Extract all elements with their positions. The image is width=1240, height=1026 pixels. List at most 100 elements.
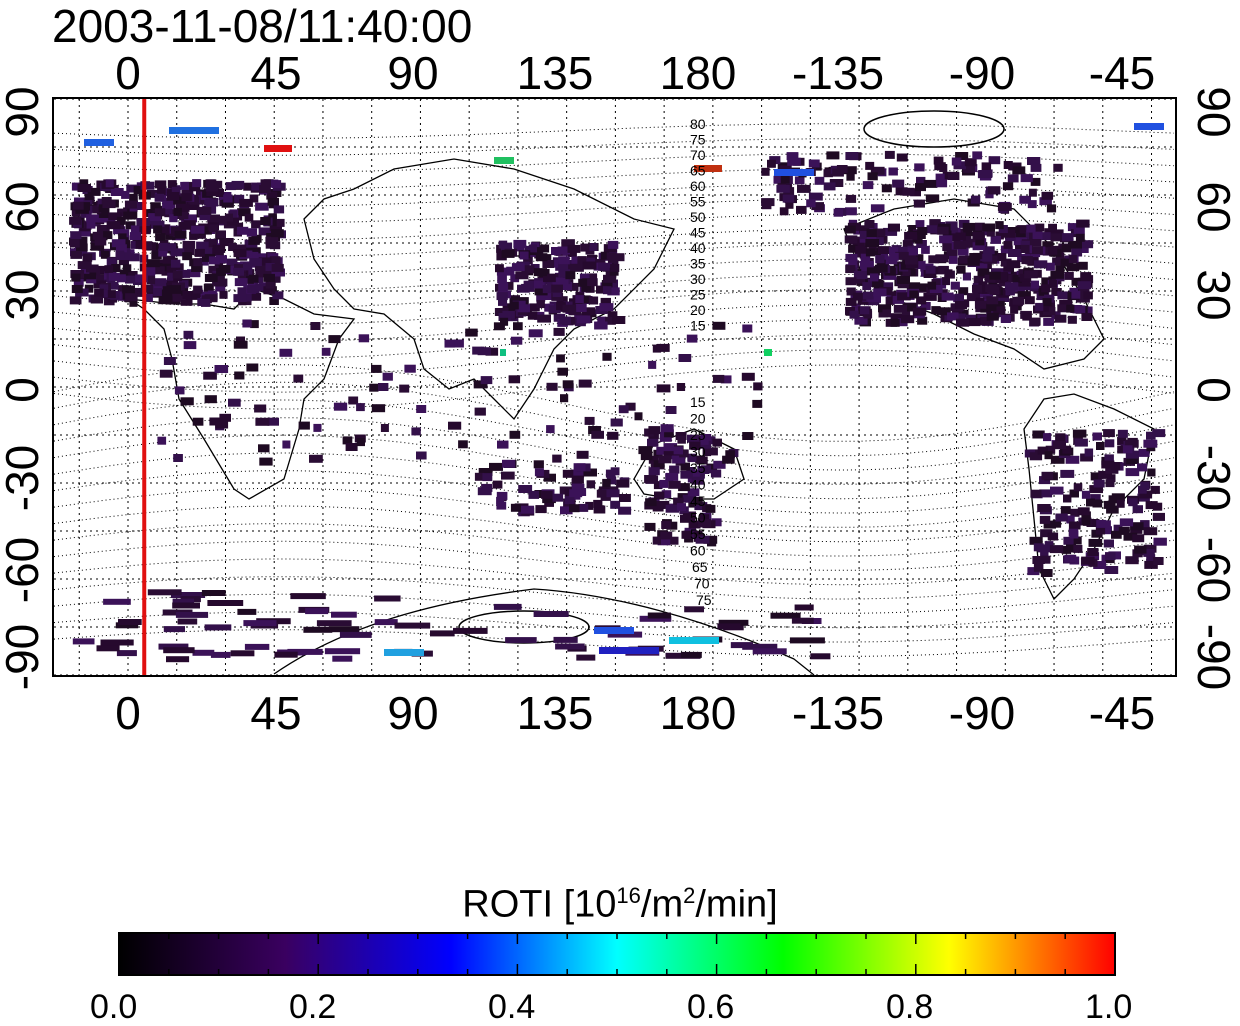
roti-cell [1024, 296, 1035, 305]
roti-cell [498, 313, 512, 321]
roti-cell [907, 247, 918, 256]
roti-cell [582, 261, 597, 270]
roti-cell [106, 221, 121, 230]
roti-cell [1020, 244, 1030, 253]
roti-cell [208, 265, 222, 274]
roti-cell [119, 229, 130, 238]
roti-cell [542, 495, 556, 504]
contour-label: 30 [690, 444, 706, 460]
roti-cell [528, 329, 543, 338]
roti-cell [534, 287, 548, 296]
roti-cell [785, 200, 794, 209]
roti-cell [720, 375, 732, 384]
left-tick-90: 90 [0, 86, 48, 137]
roti-cell [594, 321, 608, 330]
roti-cell [939, 235, 953, 244]
roti-cell [1066, 263, 1080, 272]
roti-cell [118, 233, 127, 242]
roti-cell [1012, 166, 1026, 175]
roti-cell [1087, 548, 1099, 556]
roti-cell [808, 192, 823, 201]
roti-cell [1008, 249, 1022, 257]
roti-cell [593, 505, 606, 514]
roti-cell [845, 297, 857, 306]
roti-cell [236, 336, 245, 345]
roti-cell [1105, 552, 1116, 561]
roti-cell [74, 197, 87, 206]
roti-cell [485, 347, 499, 356]
roti-cell [174, 230, 187, 239]
roti-cell [310, 322, 321, 330]
contour-label: 25 [690, 427, 706, 443]
roti-cell [204, 624, 232, 631]
map-frame: 80 75 70 65 60 55 50 45 40 35 30 25 20 15 15 20 25 30 35 4… [52, 97, 1177, 677]
roti-cell [243, 262, 253, 271]
roti-cell [191, 264, 203, 272]
roti-cell [652, 536, 661, 545]
roti-cell [1024, 270, 1038, 279]
top-tick-0: 0 [115, 47, 141, 99]
roti-cell [575, 295, 584, 304]
roti-cell [87, 187, 101, 196]
roti-cell [933, 156, 944, 165]
roti-cell [879, 282, 894, 291]
roti-cell-high [764, 349, 772, 356]
roti-cell [182, 291, 195, 299]
roti-cell [921, 301, 930, 310]
roti-cell [589, 278, 598, 287]
roti-cell [986, 303, 997, 312]
roti-cell [125, 293, 138, 302]
roti-cell [648, 360, 657, 369]
roti-cell [234, 371, 245, 380]
roti-cell [328, 626, 360, 633]
roti-cell [556, 277, 569, 286]
roti-cell [103, 231, 113, 240]
roti-cell [797, 184, 811, 193]
roti-cell [144, 267, 156, 275]
roti-cell [142, 224, 152, 233]
roti-cell [196, 190, 205, 199]
roti-cell [248, 274, 259, 283]
roti-cell [557, 246, 570, 255]
roti-cell [137, 202, 146, 210]
roti-cell [1153, 557, 1164, 565]
roti-cell [860, 230, 871, 239]
roti-cell [657, 537, 671, 546]
roti-cell [862, 181, 874, 190]
roti-cell [126, 184, 139, 193]
roti-cell [725, 450, 735, 459]
roti-cell [606, 476, 617, 485]
roti-cell [458, 440, 468, 449]
roti-cell [201, 590, 226, 596]
roti-cell [596, 285, 608, 294]
roti-cell [411, 427, 421, 436]
roti-cell [976, 263, 988, 272]
roti-cell [923, 179, 938, 188]
roti-cell [157, 436, 167, 445]
roti-cell [794, 176, 805, 185]
roti-cell [157, 187, 166, 196]
roti-cell [1143, 544, 1157, 553]
roti-cell [404, 364, 416, 373]
roti-cell [794, 604, 814, 611]
roti-cell [687, 434, 700, 443]
top-tick-180: 180 [659, 47, 737, 99]
roti-cell [125, 275, 138, 284]
roti-cell [1076, 261, 1088, 270]
roti-cell [610, 500, 621, 509]
roti-cell [571, 469, 585, 478]
roti-cell [173, 454, 183, 462]
roti-cell [265, 263, 275, 271]
roti-cell [634, 412, 643, 421]
roti-cell [542, 285, 553, 294]
roti-cell [1125, 556, 1139, 565]
roti-cell [1098, 470, 1112, 479]
roti-cell [369, 383, 379, 392]
roti-cell [1104, 566, 1119, 574]
roti-cell [498, 297, 508, 306]
roti-cell [237, 208, 251, 217]
roti-cell [92, 205, 102, 214]
roti-cell [214, 365, 229, 373]
roti-cell [913, 307, 927, 316]
roti-cell [272, 291, 284, 300]
